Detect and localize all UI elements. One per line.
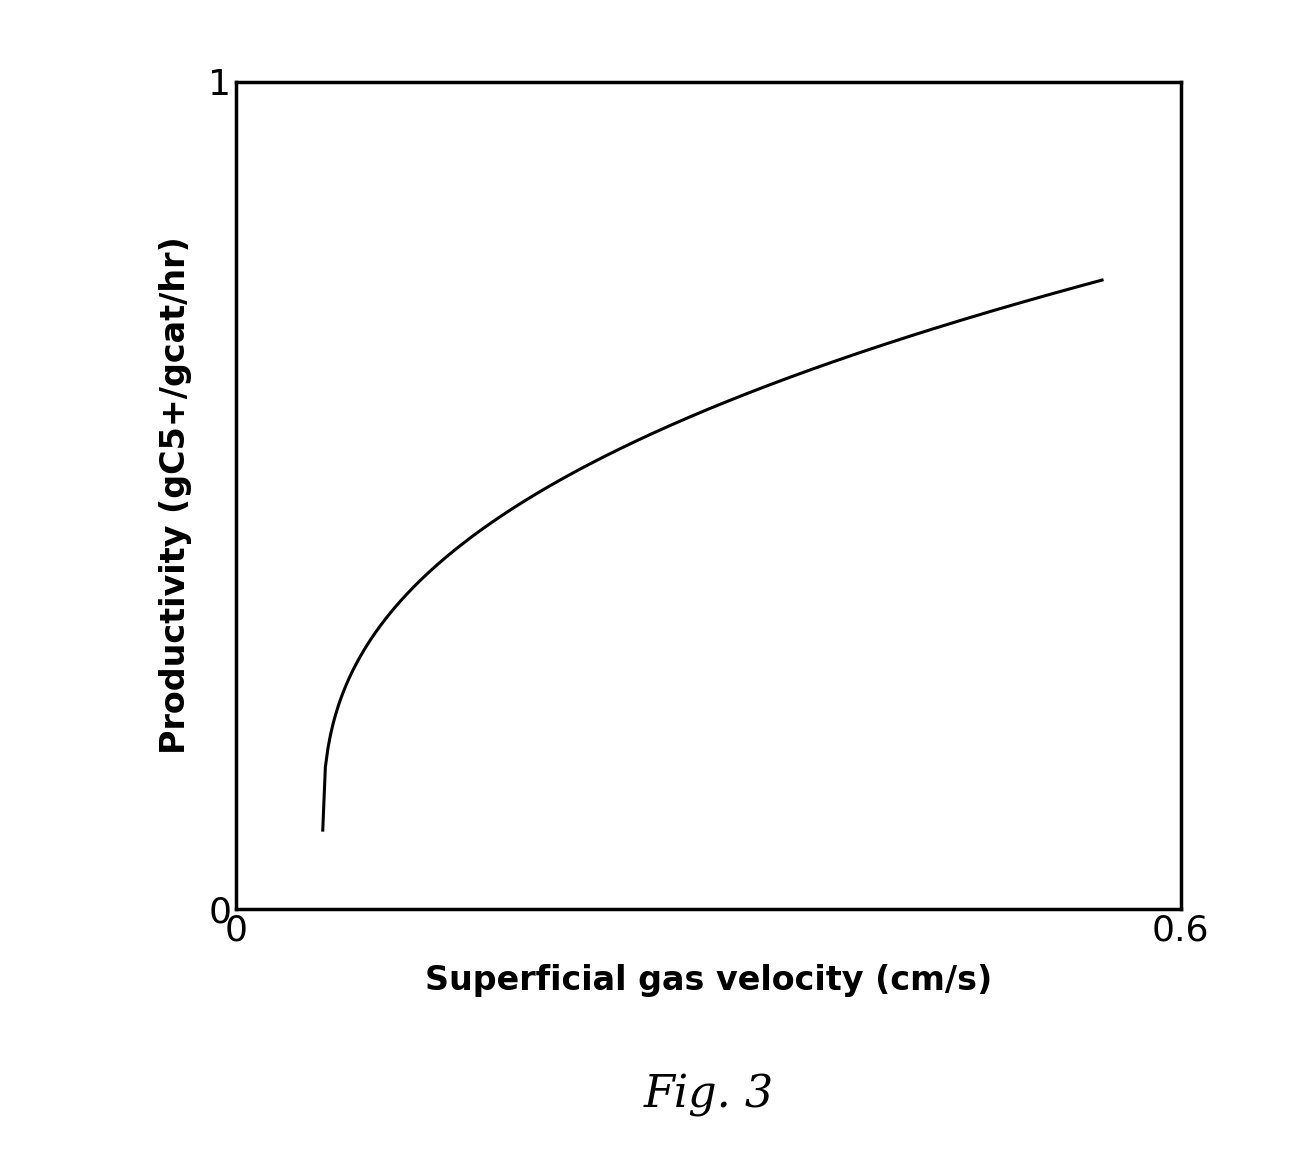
Y-axis label: Productivity (gC5+/gcat/hr): Productivity (gC5+/gcat/hr)	[159, 236, 192, 754]
X-axis label: Superficial gas velocity (cm/s): Superficial gas velocity (cm/s)	[425, 965, 992, 997]
Text: Fig. 3: Fig. 3	[643, 1073, 774, 1117]
